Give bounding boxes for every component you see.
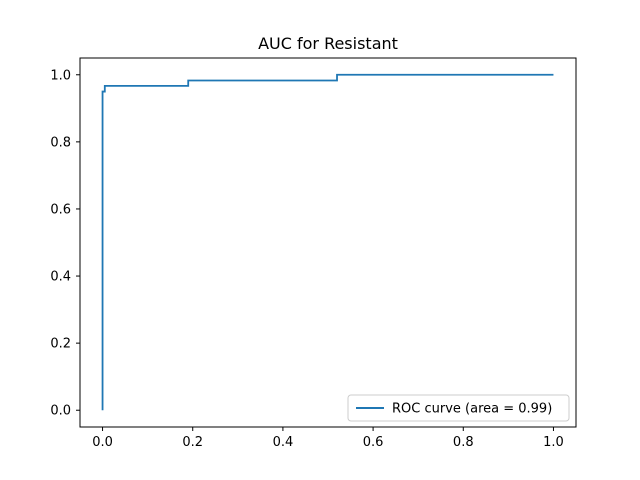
x-tick-label: 0.4 <box>273 435 294 450</box>
legend-label: ROC curve (area = 0.99) <box>392 402 552 417</box>
x-tick-label: 0.2 <box>182 435 203 450</box>
x-tick-label: 0.6 <box>363 435 384 450</box>
y-tick-label: 0.4 <box>50 270 71 285</box>
x-tick-label: 0.0 <box>92 435 113 450</box>
chart-title: AUC for Resistant <box>258 34 398 53</box>
y-tick-label: 0.6 <box>50 202 71 217</box>
legend: ROC curve (area = 0.99) <box>347 394 570 422</box>
x-tick-label: 0.8 <box>453 435 474 450</box>
roc-curve-line <box>101 73 554 411</box>
plot-frame <box>79 57 577 428</box>
y-axis-ticks: 0.0 0.2 0.4 0.6 0.8 1.0 <box>50 68 80 419</box>
legend-box <box>347 394 570 422</box>
x-axis-ticks: 0.0 0.2 0.4 0.6 0.8 1.0 <box>92 427 564 450</box>
y-tick-label: 0.2 <box>50 337 71 352</box>
x-tick-label: 1.0 <box>543 435 564 450</box>
y-tick-label: 0.0 <box>50 404 71 419</box>
y-tick-label: 1.0 <box>50 68 71 83</box>
series-layer <box>101 73 554 411</box>
y-tick-label: 0.8 <box>50 135 71 150</box>
